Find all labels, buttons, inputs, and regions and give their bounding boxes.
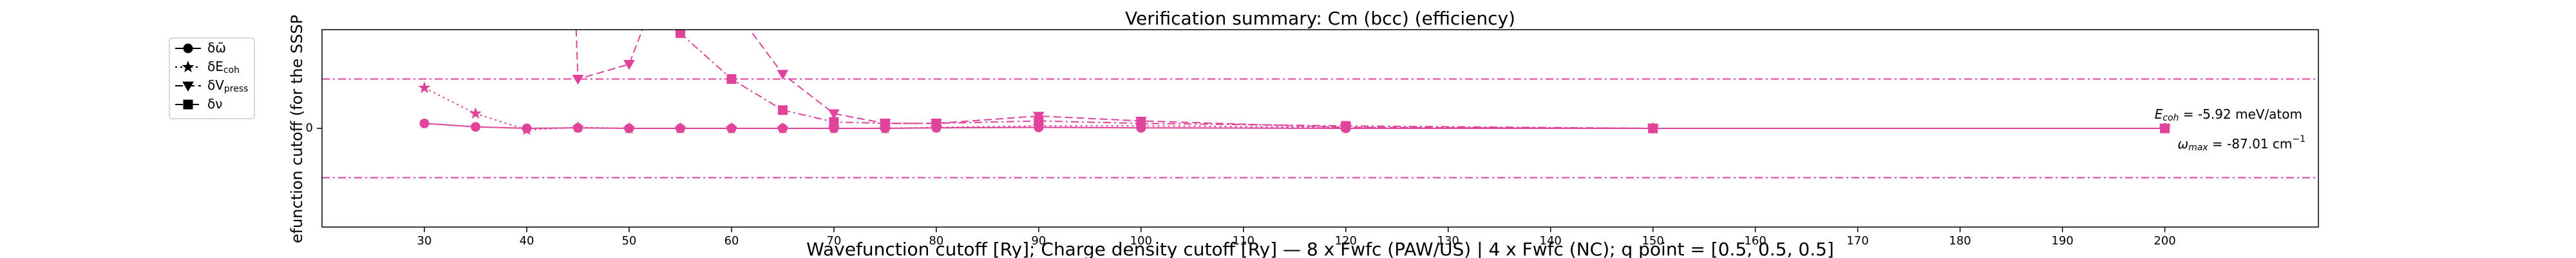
point — [1341, 121, 1351, 131]
legend-marker — [182, 61, 194, 73]
legend-label: δν — [207, 96, 222, 112]
y-tick-label: 0 — [306, 121, 313, 135]
series-line — [575, 30, 2165, 129]
point — [726, 74, 737, 84]
legend-subscript: coh — [223, 65, 240, 75]
legend-label: δEcoh — [207, 59, 240, 76]
annotation: Ecoh = -5.92 meV/atom — [2155, 106, 2302, 124]
point — [1136, 118, 1146, 128]
annotation-subscript: coh — [2163, 113, 2179, 123]
point — [931, 118, 942, 128]
point — [470, 122, 480, 132]
point — [469, 107, 482, 119]
x-tick-label: 160 — [1744, 234, 1766, 248]
x-tick-label: 80 — [929, 234, 943, 248]
legend-subscript: press — [224, 84, 249, 94]
point — [623, 60, 635, 70]
series-line — [424, 87, 2165, 131]
x-tick-label: 170 — [1846, 234, 1868, 248]
x-tick-label: 150 — [1642, 234, 1663, 248]
point — [572, 121, 584, 133]
legend-label: δω̃ — [207, 40, 226, 55]
x-tick-label: 90 — [1031, 234, 1046, 248]
point — [675, 30, 685, 38]
plot-area — [322, 30, 2318, 179]
point — [777, 70, 789, 80]
x-tick-label: 200 — [2154, 234, 2175, 248]
point — [1648, 123, 1658, 134]
x-tick-label: 140 — [1540, 234, 1562, 248]
legend-marker — [183, 99, 193, 110]
point — [419, 118, 430, 128]
x-tick-label: 120 — [1335, 234, 1357, 248]
series-line — [676, 30, 2165, 129]
annotation-text: = -5.92 meV/atom — [2179, 106, 2302, 122]
point — [777, 105, 788, 115]
y-axis-label: efunction cutoff (for the SSSP — [288, 15, 306, 243]
x-tick-label: 50 — [621, 234, 636, 248]
x-tick-label: 110 — [1233, 234, 1255, 248]
legend-label: δVpress — [207, 77, 248, 95]
x-tick-label: 60 — [724, 234, 739, 248]
chart-title: Verification summary: Cm (bcc) (efficien… — [1125, 8, 1515, 29]
x-tick-label: 190 — [2051, 234, 2073, 248]
legend-name: δω̃ — [207, 40, 226, 55]
x-tick-label: 40 — [519, 234, 534, 248]
point — [623, 122, 636, 134]
point — [880, 118, 890, 128]
point — [776, 122, 789, 134]
x-tick-label: 30 — [417, 234, 432, 248]
point — [828, 109, 840, 120]
point — [572, 75, 584, 85]
annotation-superscript: −1 — [2292, 134, 2306, 144]
point — [1034, 116, 1044, 126]
legend-name: δν — [207, 96, 222, 112]
point — [520, 123, 533, 135]
legend-name: δE — [207, 59, 223, 74]
point — [674, 122, 687, 134]
point — [829, 117, 839, 127]
annotation-text: = -87.01 cm — [2208, 136, 2293, 152]
x-axis-label: Wavefunction cutoff [Ry]; Charge density… — [806, 239, 1834, 258]
annotation-subscript: max — [2188, 143, 2208, 153]
point — [725, 122, 738, 134]
x-tick-label: 70 — [826, 234, 841, 248]
legend-name: δV — [207, 77, 224, 93]
x-tick-label: 130 — [1437, 234, 1459, 248]
legend-marker — [182, 81, 194, 92]
annotation-symbol: E — [2155, 106, 2163, 122]
point — [418, 81, 431, 94]
legend-marker — [183, 43, 193, 54]
x-tick-label: 100 — [1130, 234, 1152, 248]
x-tick-label: 180 — [1949, 234, 1971, 248]
point — [2160, 123, 2170, 134]
annotation: ωmax = -87.01 cm−1 — [2177, 134, 2306, 153]
annotation-symbol: ω — [2177, 136, 2188, 152]
legend-box — [169, 37, 255, 119]
